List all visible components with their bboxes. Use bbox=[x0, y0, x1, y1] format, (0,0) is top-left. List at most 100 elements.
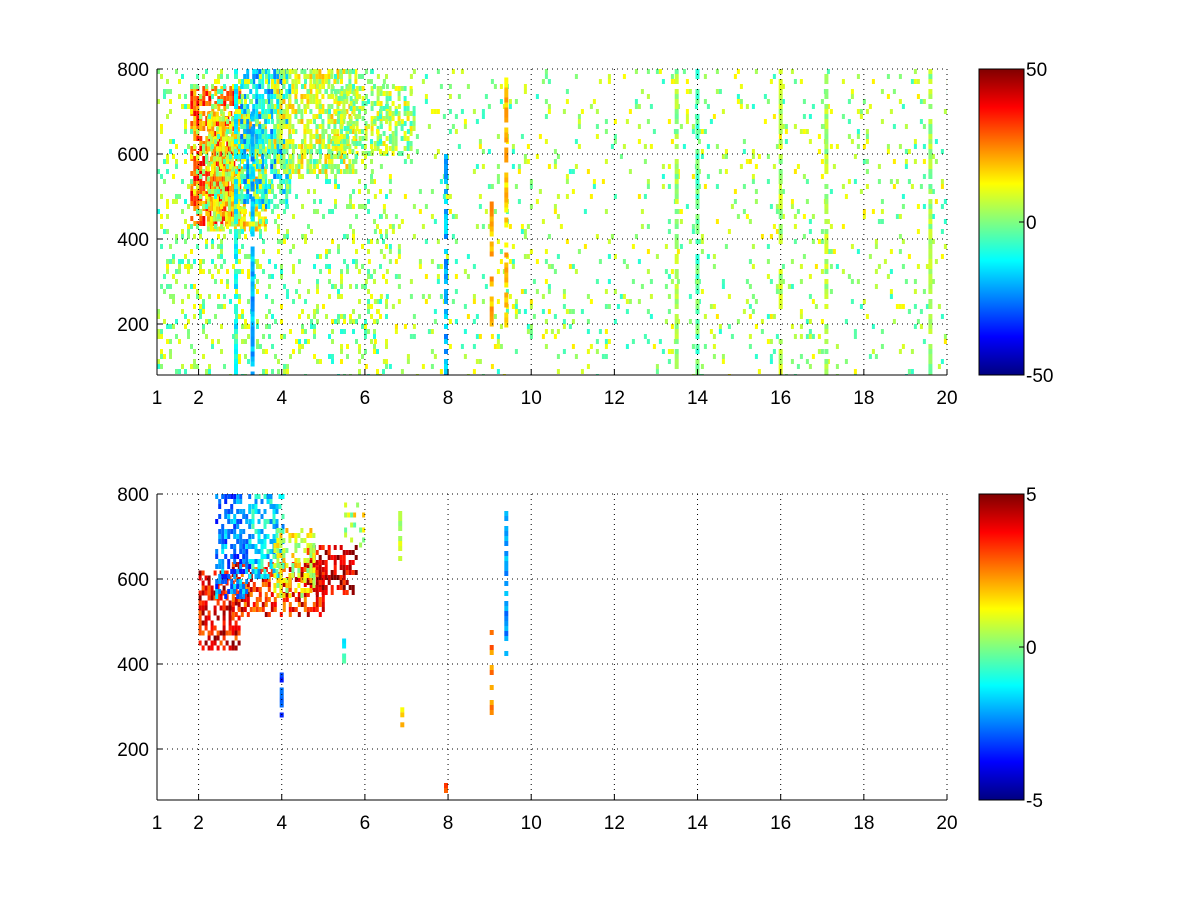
heat-cell bbox=[321, 580, 325, 585]
heat-cell bbox=[463, 304, 467, 309]
heat-cell bbox=[751, 149, 755, 154]
heat-cell bbox=[262, 99, 265, 104]
heat-cell bbox=[321, 597, 325, 602]
heat-cell bbox=[307, 189, 310, 194]
heat-cell bbox=[430, 349, 434, 354]
heat-cell bbox=[382, 91, 386, 96]
heat-cell bbox=[841, 224, 845, 229]
heat-cell bbox=[394, 106, 398, 111]
heat-cell bbox=[187, 264, 190, 269]
heat-cell bbox=[709, 119, 713, 124]
heat-cell bbox=[778, 184, 782, 189]
heat-cell bbox=[230, 206, 234, 212]
heat-band-cell bbox=[504, 77, 509, 83]
heat-cell bbox=[190, 126, 194, 131]
heat-cell bbox=[391, 116, 395, 121]
heat-cell bbox=[472, 319, 476, 324]
heat-band-cell bbox=[250, 246, 255, 252]
heat-cell bbox=[309, 548, 313, 553]
heat-cell bbox=[916, 319, 920, 324]
heat-cell bbox=[856, 144, 860, 149]
grid bbox=[157, 493, 948, 800]
heat-band-cell bbox=[444, 249, 448, 254]
heat-cell bbox=[337, 164, 340, 169]
heat-cell bbox=[721, 279, 725, 284]
heat-cell bbox=[304, 299, 307, 304]
heat-cell bbox=[309, 568, 313, 573]
heat-cell bbox=[544, 279, 548, 284]
heat-cell bbox=[210, 630, 214, 636]
heat-cell bbox=[286, 229, 289, 234]
heat-cell bbox=[607, 279, 611, 284]
heat-band-cell bbox=[674, 269, 679, 274]
heat-cell bbox=[193, 206, 197, 211]
heat-cell bbox=[196, 224, 199, 229]
heat-band-cell bbox=[234, 124, 238, 129]
heat-cell bbox=[679, 209, 683, 214]
heat-cell bbox=[619, 154, 623, 159]
heat-cell bbox=[309, 563, 313, 568]
heat-cell bbox=[206, 181, 210, 187]
heat-cell bbox=[196, 121, 200, 126]
heat-cell bbox=[342, 550, 346, 555]
heat-cell bbox=[946, 309, 947, 314]
heat-cell bbox=[355, 214, 358, 219]
heat-cell bbox=[277, 239, 280, 244]
heat-cell bbox=[193, 284, 196, 289]
heat-cell bbox=[221, 564, 225, 569]
heat-cell bbox=[345, 550, 349, 555]
heat-cell bbox=[169, 284, 172, 289]
heat-cell bbox=[224, 494, 228, 499]
heat-cell bbox=[346, 121, 350, 126]
heat-cell bbox=[316, 289, 319, 294]
heat-cell bbox=[397, 274, 401, 279]
heat-cell bbox=[841, 269, 845, 274]
heat-cell bbox=[214, 79, 217, 84]
heat-cell bbox=[859, 189, 863, 194]
heat-cell bbox=[166, 159, 169, 164]
heat-cell bbox=[254, 549, 258, 554]
heat-cell bbox=[247, 139, 250, 144]
heat-cell bbox=[304, 339, 307, 344]
heat-cell bbox=[493, 314, 497, 319]
heat-cell bbox=[865, 159, 869, 164]
heat-cell bbox=[224, 146, 228, 152]
heat-band-cell bbox=[504, 267, 509, 273]
heat-cell bbox=[181, 104, 184, 109]
heat-cell bbox=[172, 259, 175, 264]
heat-cell bbox=[325, 249, 328, 254]
heat-cell bbox=[769, 234, 773, 239]
heat-cell bbox=[376, 91, 380, 96]
heat-band-cell bbox=[444, 274, 448, 279]
heat-cell bbox=[694, 104, 698, 109]
heat-cell bbox=[418, 189, 422, 194]
heat-cell bbox=[337, 169, 340, 174]
heat-cell bbox=[514, 99, 518, 104]
heat-cell bbox=[160, 194, 163, 199]
heat-band-cell bbox=[674, 184, 679, 189]
heat-cell bbox=[222, 620, 226, 626]
heat-cell bbox=[361, 106, 365, 111]
heat-band-cell bbox=[250, 311, 255, 317]
heat-band-cell bbox=[250, 256, 255, 262]
heat-cell bbox=[240, 84, 244, 89]
heat-cell bbox=[478, 334, 482, 339]
heat-cell bbox=[273, 84, 277, 89]
heat-cell bbox=[266, 499, 270, 504]
heat-cell bbox=[667, 164, 671, 169]
heat-cell bbox=[412, 204, 416, 209]
heat-cell bbox=[306, 612, 310, 617]
heat-cell bbox=[263, 574, 267, 579]
heat-cell bbox=[291, 79, 295, 84]
heat-cell bbox=[664, 244, 668, 249]
heat-cell bbox=[246, 84, 250, 89]
heat-cell bbox=[220, 204, 223, 209]
heat-cell bbox=[327, 164, 331, 169]
heat-cell bbox=[247, 179, 250, 184]
heat-cell bbox=[258, 164, 262, 169]
heat-cell bbox=[264, 612, 268, 617]
heat-cell bbox=[166, 89, 169, 94]
heat-cell bbox=[216, 635, 220, 641]
heat-band-cell bbox=[928, 259, 933, 264]
heat-cell bbox=[196, 129, 199, 134]
